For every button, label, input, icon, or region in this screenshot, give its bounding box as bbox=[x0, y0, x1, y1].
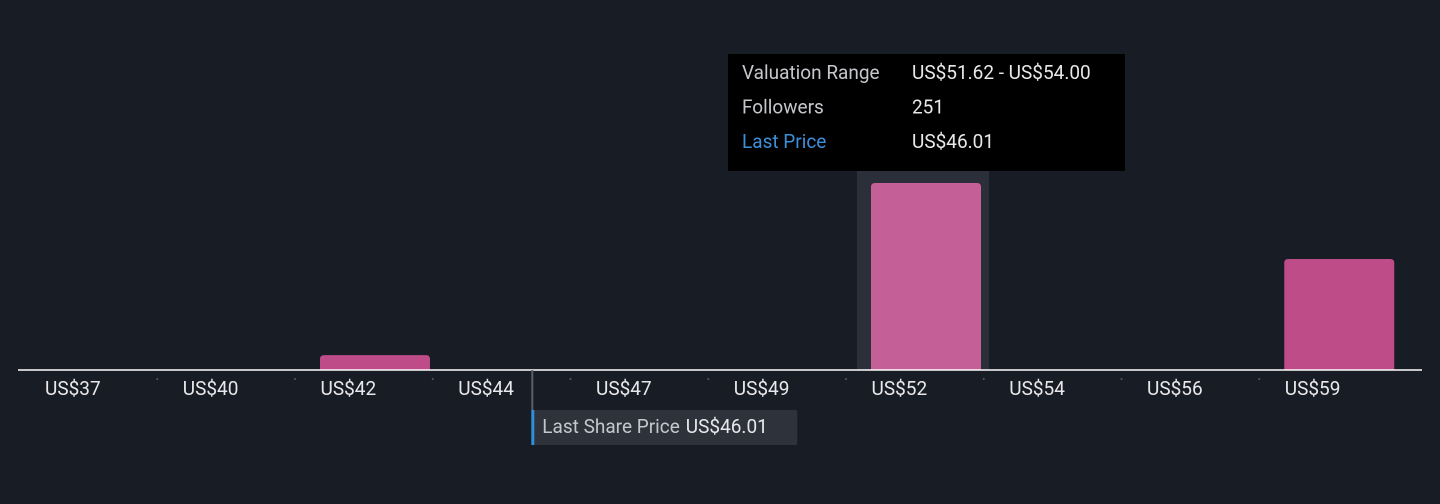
tooltip-key: Valuation Range bbox=[742, 61, 880, 84]
tooltip-key: Last Price bbox=[742, 130, 826, 153]
tooltip-value: US$51.62 - US$54.00 bbox=[912, 61, 1091, 84]
tick-dot bbox=[982, 378, 985, 380]
tick-dot bbox=[1120, 378, 1123, 380]
x-tick-label: US$40 bbox=[183, 377, 239, 400]
last-price-accent bbox=[531, 410, 535, 445]
x-tick-label: US$54 bbox=[1009, 377, 1065, 400]
x-tick-label: US$56 bbox=[1147, 377, 1203, 400]
x-tick-label: US$44 bbox=[458, 377, 514, 400]
tick-dot bbox=[1258, 378, 1261, 380]
tooltip-value: 251 bbox=[912, 96, 944, 119]
tick-dot bbox=[569, 378, 572, 380]
x-tick-label: US$49 bbox=[734, 377, 790, 400]
tick-dot bbox=[431, 378, 434, 380]
last-price-label: Last Share Price bbox=[542, 415, 680, 438]
bar bbox=[871, 183, 981, 370]
tick-dot bbox=[294, 378, 296, 380]
tooltip-box bbox=[728, 54, 1125, 171]
x-tick-label: US$47 bbox=[596, 377, 652, 400]
x-tick-label: US$42 bbox=[321, 377, 377, 400]
tick-dot bbox=[156, 378, 159, 380]
bar bbox=[320, 355, 430, 370]
tooltip-key: Followers bbox=[742, 96, 824, 119]
tooltip-value: US$46.01 bbox=[912, 130, 994, 153]
bar bbox=[1284, 258, 1395, 370]
last-price-box bbox=[532, 410, 798, 445]
tick-dot bbox=[707, 378, 710, 380]
last-price-value: US$46.01 bbox=[686, 415, 768, 438]
tooltip: Valuation Range US$51.62 - US$54.00 Follow… bbox=[728, 54, 1125, 171]
x-tick-label: US$37 bbox=[45, 377, 101, 400]
x-tick-label: US$59 bbox=[1285, 377, 1341, 400]
x-tick-label: US$52 bbox=[872, 377, 928, 400]
tick-dot bbox=[845, 378, 847, 380]
